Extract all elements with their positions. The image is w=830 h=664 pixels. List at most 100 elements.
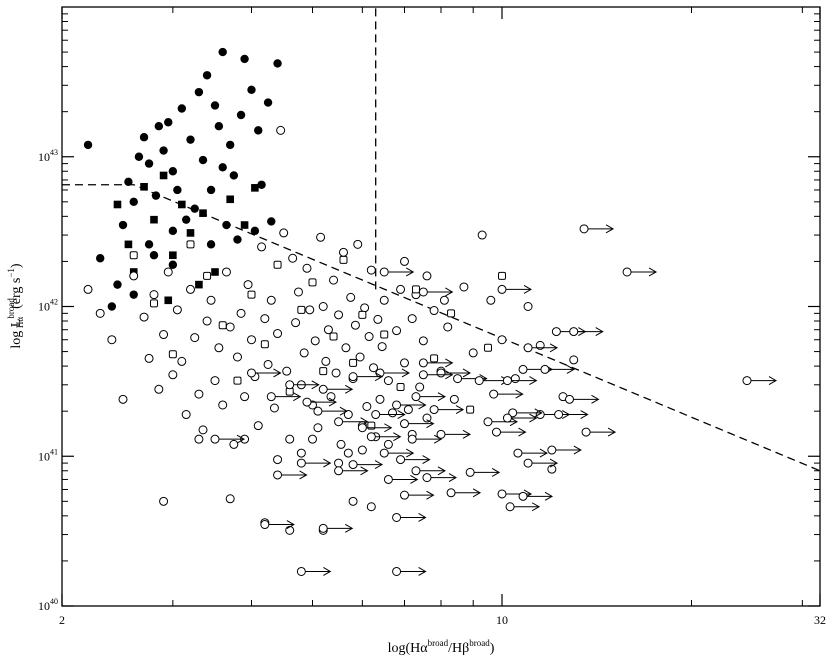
data-point-lower-limit <box>296 458 332 468</box>
data-point-open-circle <box>185 284 195 294</box>
data-point-open-circle <box>263 359 273 369</box>
data-point-open-circle <box>198 425 208 435</box>
data-point-open-square <box>396 383 405 392</box>
data-point-open-circle <box>518 364 528 374</box>
data-point-open-circle <box>569 355 579 365</box>
data-point-lower-limit <box>622 267 658 277</box>
y-tick-label: 1041 <box>38 447 58 463</box>
limit-arrow-head <box>273 368 282 378</box>
data-point-open-circle <box>547 464 557 474</box>
limit-arrow-head <box>534 408 543 418</box>
data-point-open-circle <box>318 302 328 311</box>
limit-arrow-head <box>344 384 354 394</box>
data-point-filled-square <box>211 268 219 276</box>
data-point-open-circle <box>321 356 331 366</box>
data-point-lower-limit <box>348 372 384 382</box>
data-point-filled-circle <box>194 87 204 97</box>
limit-arrow-head <box>445 370 454 380</box>
limit-arrow-head <box>595 327 604 337</box>
data-point-open-circle <box>551 327 561 337</box>
data-point-filled-circle <box>273 59 282 68</box>
data-point-lower-limit <box>502 376 538 386</box>
data-point-lower-limit <box>266 392 302 402</box>
limit-arrow-head <box>374 460 384 469</box>
data-point-open-circle <box>299 348 309 358</box>
data-point-open-circle <box>308 434 318 444</box>
data-point-open-circle <box>360 303 370 313</box>
data-point-open-circle <box>439 295 449 305</box>
data-point-filled-circle <box>186 135 195 144</box>
data-point-open-circle <box>177 356 187 366</box>
data-point-open-circle <box>302 263 312 273</box>
data-point-open-circle <box>373 314 383 324</box>
data-point-open-circle <box>355 352 365 362</box>
data-point-filled-circle <box>218 163 227 172</box>
data-point-open-circle <box>313 406 323 416</box>
data-point-open-circle <box>564 394 574 404</box>
limit-arrow-head <box>286 520 295 529</box>
data-point-lower-limit <box>742 376 777 386</box>
data-point-filled-circle <box>236 110 246 120</box>
limit-arrow-head <box>462 429 472 439</box>
data-point-open-circle <box>310 336 320 346</box>
data-points <box>83 47 777 576</box>
y-tick-label: 1040 <box>38 597 58 613</box>
data-point-open-circle <box>429 405 439 415</box>
data-point-filled-circle <box>113 280 122 289</box>
data-point-lower-limit <box>371 410 406 420</box>
data-point-open-circle <box>214 343 224 353</box>
data-point-lower-limit <box>313 406 348 416</box>
data-point-filled-circle <box>118 220 128 230</box>
data-point-filled-circle <box>177 104 187 113</box>
data-point-open-circle <box>210 376 220 386</box>
data-point-open-circle <box>523 458 533 468</box>
data-point-open-circle <box>343 448 353 458</box>
data-point-open-square <box>329 332 338 341</box>
data-point-filled-circle <box>149 251 159 260</box>
data-point-lower-limit <box>411 466 446 476</box>
data-point-open-circle <box>276 125 286 135</box>
data-point-open-square <box>149 299 158 308</box>
data-point-open-circle <box>194 434 204 444</box>
data-point-filled-circle <box>222 220 231 230</box>
data-point-open-circle <box>350 320 360 330</box>
data-point-open-circle <box>107 335 117 345</box>
data-point-filled-circle <box>240 54 249 64</box>
limit-arrow-head <box>462 368 472 378</box>
data-point-lower-limit <box>318 384 354 394</box>
limit-arrow-head <box>426 419 435 429</box>
data-point-open-circle <box>362 401 372 411</box>
data-point-open-circle <box>622 267 632 277</box>
data-point-open-circle <box>453 374 463 384</box>
data-point-open-circle <box>540 364 550 374</box>
limit-arrow-head <box>401 368 411 378</box>
data-point-open-circle <box>154 384 164 394</box>
data-point-open-circle <box>296 458 306 468</box>
data-point-open-circle <box>273 329 283 339</box>
data-point-open-square <box>349 358 358 367</box>
data-point-open-circle <box>83 284 93 294</box>
data-point-open-square <box>308 278 317 287</box>
data-point-lower-limit <box>523 458 559 468</box>
data-point-open-circle <box>443 322 453 332</box>
data-point-open-circle <box>502 376 512 386</box>
data-point-open-circle <box>436 368 446 378</box>
data-point-open-circle <box>348 460 358 470</box>
data-point-lower-limit <box>554 410 589 420</box>
data-point-lower-limit <box>418 370 454 380</box>
limit-arrow-head <box>448 473 457 483</box>
data-point-open-circle <box>149 290 159 300</box>
data-point-open-circle <box>288 253 298 263</box>
data-point-filled-circle <box>254 126 263 135</box>
data-point-lower-limit <box>502 413 538 423</box>
data-point-filled-square <box>113 200 122 209</box>
data-point-open-circle <box>383 439 393 449</box>
data-point-filled-circle <box>250 226 260 236</box>
data-point-filled-circle <box>159 146 168 155</box>
data-point-lower-limit <box>379 448 415 458</box>
x-tick-label: 32 <box>814 613 826 627</box>
data-point-lower-limit <box>513 448 548 458</box>
data-point-filled-circle <box>210 101 220 110</box>
data-point-open-circle <box>273 470 283 480</box>
